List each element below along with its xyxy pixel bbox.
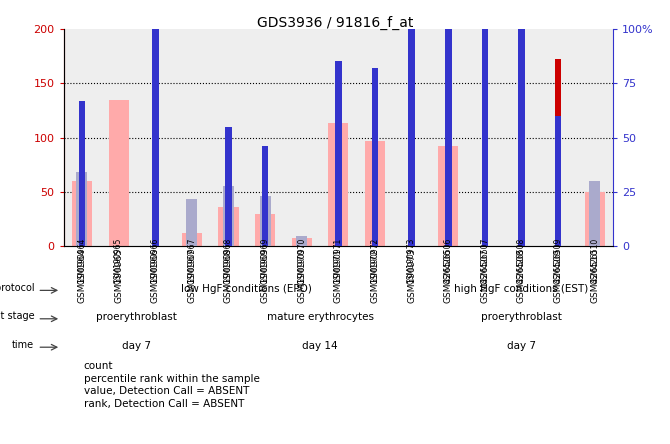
Text: mature erythrocytes: mature erythrocytes xyxy=(267,313,374,322)
Text: proerythroblast: proerythroblast xyxy=(481,313,562,322)
Bar xyxy=(438,147,458,246)
Text: GSM190970: GSM190970 xyxy=(297,238,306,284)
Bar xyxy=(328,123,348,246)
Bar xyxy=(372,68,379,246)
Text: proerythroblast: proerythroblast xyxy=(96,313,178,322)
Text: rank, Detection Call = ABSENT: rank, Detection Call = ABSENT xyxy=(84,399,244,408)
Bar xyxy=(186,198,198,246)
Text: low HgF conditions (EPO): low HgF conditions (EPO) xyxy=(182,284,312,294)
Text: GSM190968: GSM190968 xyxy=(224,238,233,284)
Text: GSM190973: GSM190973 xyxy=(407,238,416,284)
Bar xyxy=(182,234,202,246)
Bar xyxy=(408,53,415,246)
Text: count: count xyxy=(84,361,113,371)
Text: GDS3936 / 91816_f_at: GDS3936 / 91816_f_at xyxy=(257,16,413,30)
Bar xyxy=(365,141,385,246)
Text: GSM190971: GSM190971 xyxy=(334,238,343,284)
Bar xyxy=(76,172,88,246)
Text: GSM190967: GSM190967 xyxy=(188,238,196,284)
Bar xyxy=(555,116,561,246)
Text: GSM426506: GSM426506 xyxy=(444,238,453,284)
Bar xyxy=(518,22,525,246)
Bar xyxy=(225,127,232,246)
Text: growth protocol: growth protocol xyxy=(0,283,34,293)
Text: time: time xyxy=(12,340,34,349)
Text: percentile rank within the sample: percentile rank within the sample xyxy=(84,374,260,384)
Text: GSM426508: GSM426508 xyxy=(517,238,526,284)
Bar xyxy=(255,214,275,246)
Bar xyxy=(445,24,452,246)
Text: GSM190969: GSM190969 xyxy=(261,238,269,284)
Bar xyxy=(585,192,605,246)
Text: GSM190966: GSM190966 xyxy=(151,238,159,284)
Text: high HgF conditions (EST): high HgF conditions (EST) xyxy=(454,284,589,294)
Text: development stage: development stage xyxy=(0,311,34,321)
Text: GSM426510: GSM426510 xyxy=(590,238,599,284)
Text: day 7: day 7 xyxy=(507,341,536,351)
Bar xyxy=(223,186,234,246)
Text: GSM190964: GSM190964 xyxy=(78,238,86,284)
Text: day 14: day 14 xyxy=(302,341,338,351)
Bar xyxy=(296,235,308,246)
Bar xyxy=(482,121,488,246)
Text: GSM190972: GSM190972 xyxy=(371,238,379,284)
Bar xyxy=(262,147,269,246)
Bar xyxy=(152,143,159,246)
Bar xyxy=(291,238,312,246)
Bar xyxy=(335,61,342,246)
Bar xyxy=(482,29,488,246)
Text: GSM426507: GSM426507 xyxy=(480,238,489,284)
Bar xyxy=(589,181,600,246)
Bar xyxy=(518,116,525,246)
Text: value, Detection Call = ABSENT: value, Detection Call = ABSENT xyxy=(84,386,249,396)
Text: GSM426509: GSM426509 xyxy=(553,238,563,284)
Bar xyxy=(72,181,92,246)
Bar xyxy=(152,29,159,246)
Bar xyxy=(408,22,415,246)
Text: day 7: day 7 xyxy=(123,341,151,351)
Bar xyxy=(218,207,239,246)
Bar xyxy=(109,99,129,246)
Bar xyxy=(555,59,561,246)
Bar xyxy=(259,196,271,246)
Text: GSM190965: GSM190965 xyxy=(114,238,123,284)
Bar xyxy=(78,101,85,246)
